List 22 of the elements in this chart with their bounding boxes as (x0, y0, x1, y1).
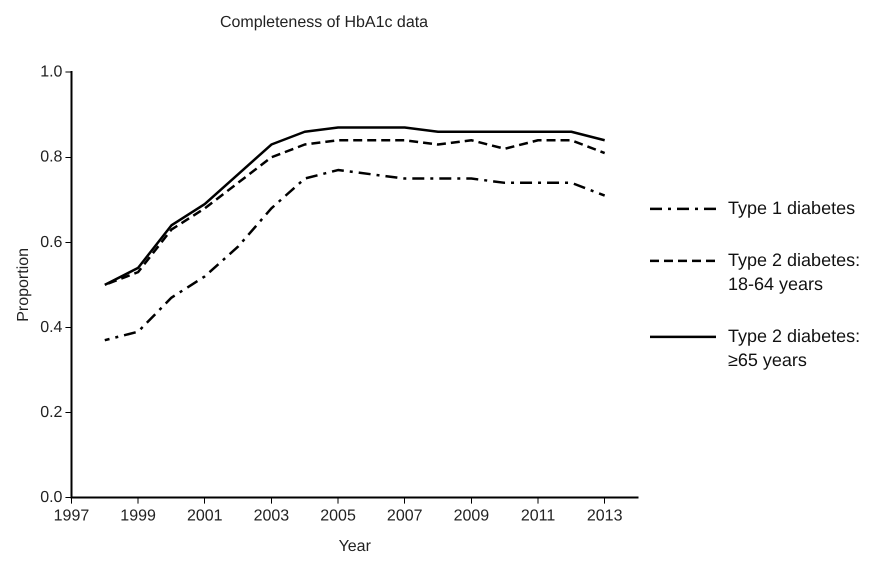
chart-title: Completeness of HbA1c data (220, 14, 428, 32)
x-axis-title: Year (338, 538, 372, 555)
x-tick-label: 2005 (320, 508, 356, 525)
legend-label: Type 1 diabetes (728, 198, 856, 218)
x-tick-label: 2009 (454, 508, 490, 525)
line-series (104, 168, 606, 342)
x-tick-label: 2011 (520, 508, 556, 525)
x-tick-label: 2007 (386, 508, 423, 525)
x-tick-label: 2013 (586, 508, 623, 525)
legend-label: Type 2 diabetes: ≥65 years (728, 326, 860, 370)
y-axis-title: Proportion (15, 248, 32, 322)
y-tick-label: 1.0 (40, 64, 63, 81)
y-tick-label: 0.6 (40, 234, 63, 251)
y-tick-label: 0.0 (40, 489, 63, 506)
x-tick-label: 2003 (254, 508, 290, 525)
y-tick-label: 0.4 (40, 318, 63, 336)
legend-label: Type 2 diabetes: 18-64 years (728, 250, 860, 294)
x-tick-label: 1999 (120, 508, 156, 525)
y-tick-label: 0.8 (40, 148, 63, 166)
y-tick-label: 0.2 (40, 404, 63, 421)
x-tick-label: 2001 (186, 508, 223, 525)
x-tick-label: 1997 (54, 508, 90, 525)
